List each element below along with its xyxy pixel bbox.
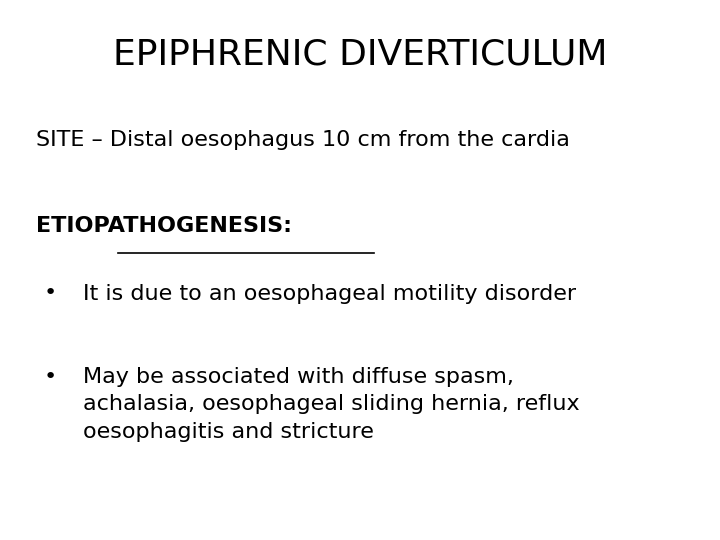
- Text: May be associated with diffuse spasm,
achalasia, oesophageal sliding hernia, ref: May be associated with diffuse spasm, ac…: [83, 367, 580, 442]
- Text: ETIOPATHOGENESIS:: ETIOPATHOGENESIS:: [36, 216, 292, 236]
- Text: SITE – Distal oesophagus 10 cm from the cardia: SITE – Distal oesophagus 10 cm from the …: [36, 130, 570, 150]
- Text: •: •: [43, 367, 56, 387]
- Text: It is due to an oesophageal motility disorder: It is due to an oesophageal motility dis…: [83, 284, 576, 303]
- Text: •: •: [43, 284, 56, 303]
- Text: EPIPHRENIC DIVERTICULUM: EPIPHRENIC DIVERTICULUM: [113, 38, 607, 72]
